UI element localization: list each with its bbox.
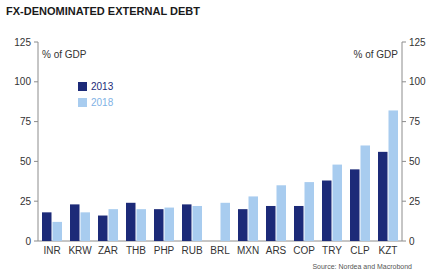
y2-tick-label: 50: [409, 156, 421, 167]
bar: [42, 212, 52, 241]
bar: [333, 165, 343, 241]
bar: [193, 206, 203, 241]
bar: [277, 185, 287, 241]
bar: [165, 208, 175, 241]
bar: [249, 196, 259, 241]
y2-tick-label: 75: [409, 116, 421, 127]
y-tick: [34, 81, 38, 82]
y2-tick: [402, 161, 406, 162]
bar: [305, 182, 315, 241]
y2-tick: [402, 81, 406, 82]
y-tick-label: 0: [25, 236, 31, 247]
y-tick-label: 50: [20, 156, 32, 167]
bar: [109, 209, 119, 241]
y2-tick-label: 25: [409, 196, 421, 207]
x-tick-label: RUB: [181, 245, 202, 256]
legend-label: 2018: [91, 97, 114, 108]
x-tick-label: MXN: [237, 245, 259, 256]
y2-tick: [402, 241, 406, 242]
bar: [53, 222, 63, 241]
bar: [266, 206, 276, 241]
bars: [42, 110, 398, 241]
bar: [182, 204, 192, 241]
bar: [361, 145, 371, 241]
x-tick-label: BRL: [210, 245, 230, 256]
y-tick-label: 75: [20, 116, 32, 127]
y2-axis-line: [402, 42, 403, 241]
bar: [126, 203, 136, 241]
bar: [154, 209, 164, 241]
x-tick-label: PHP: [154, 245, 175, 256]
x-tick-label: INR: [43, 245, 60, 256]
y-axis-label: % of GDP: [42, 49, 87, 60]
bar: [322, 181, 332, 241]
bar: [98, 216, 108, 241]
y-axis-line: [38, 42, 39, 241]
x-tick-label: ARS: [266, 245, 287, 256]
y2-tick-label: 0: [409, 236, 415, 247]
x-tick-label: CLP: [350, 245, 370, 256]
legend-swatch: [78, 98, 87, 107]
bar: [81, 212, 91, 241]
y2-axis-label: % of GDP: [354, 49, 399, 60]
chart-container: FX-DENOMINATED EXTERNAL DEBT 0 25 50 75 100 12…: [0, 0, 440, 273]
chart-svg: FX-DENOMINATED EXTERNAL DEBT 0 25 50 75 100 12…: [0, 0, 440, 273]
y-tick: [34, 241, 38, 242]
x-tick-label: ZAR: [98, 245, 118, 256]
y-tick: [34, 121, 38, 122]
legend-label: 2013: [91, 81, 114, 92]
y-tick-label: 125: [14, 37, 31, 48]
x-tick-label: TRY: [322, 245, 342, 256]
bar: [221, 203, 231, 241]
bar: [137, 209, 147, 241]
bar: [378, 152, 388, 241]
bar: [238, 209, 248, 241]
x-tick-label: COP: [293, 245, 315, 256]
legend-swatch: [78, 82, 87, 91]
x-axis-line: [38, 241, 402, 242]
y-tick-label: 100: [14, 76, 31, 87]
source-note: Source: Nordea and Macrobond: [312, 263, 412, 270]
x-tick-label: THB: [126, 245, 146, 256]
title: FX-DENOMINATED EXTERNAL DEBT: [6, 5, 200, 17]
bar: [294, 206, 304, 241]
bar: [389, 110, 399, 241]
y2-tick: [402, 42, 406, 43]
bar: [70, 204, 80, 241]
y-tick: [34, 42, 38, 43]
y-tick: [34, 201, 38, 202]
x-tick-label: KZT: [379, 245, 398, 256]
y2-tick-label: 100: [409, 76, 426, 87]
y2-tick-label: 125: [409, 37, 426, 48]
y-tick: [34, 161, 38, 162]
bar: [350, 169, 360, 241]
x-tick-label: KRW: [68, 245, 92, 256]
y2-tick: [402, 121, 406, 122]
y-tick-label: 25: [20, 196, 32, 207]
y2-tick: [402, 201, 406, 202]
